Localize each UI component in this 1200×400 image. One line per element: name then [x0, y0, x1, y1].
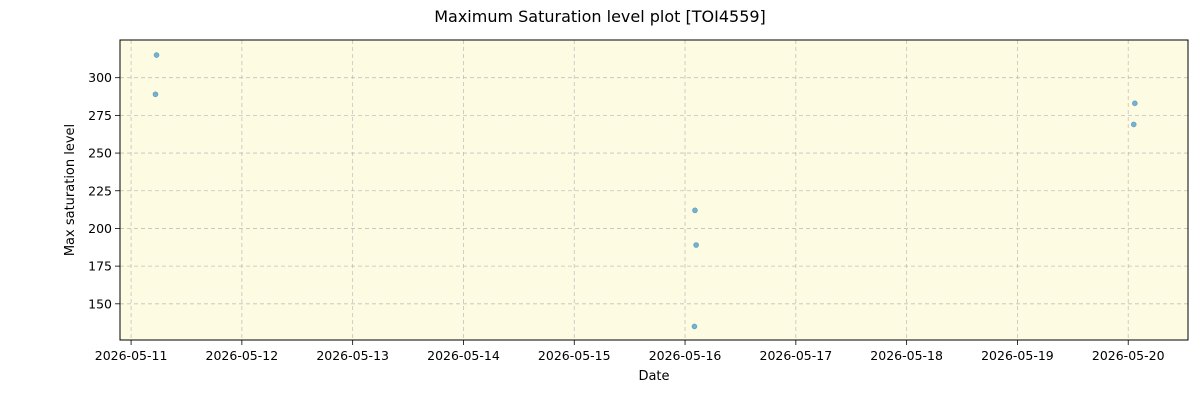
- x-tick-label: 2026-05-17: [760, 348, 833, 363]
- grid-lines: [120, 40, 1188, 340]
- y-tick-label: 300: [88, 70, 112, 85]
- chart-title: Maximum Saturation level plot [TOI4559]: [434, 7, 766, 26]
- data-point: [691, 323, 698, 330]
- data-points: [152, 52, 1138, 330]
- x-axis-ticks: 2026-05-11 2026-05-12 2026-05-13 2026-05-14…: [95, 340, 1165, 363]
- y-tick-label: 200: [88, 221, 112, 236]
- data-point: [1130, 121, 1137, 128]
- x-tick-label: 2026-05-16: [649, 348, 722, 363]
- x-tick-label: 2026-05-13: [316, 348, 389, 363]
- x-tick-label: 2026-05-12: [206, 348, 279, 363]
- x-tick-label: 2026-05-19: [981, 348, 1054, 363]
- y-tick-label: 250: [88, 146, 112, 161]
- y-axis-label: Max saturation level: [63, 124, 78, 256]
- y-tick-label: 225: [88, 183, 112, 198]
- data-point: [1132, 100, 1138, 107]
- x-tick-label: 2026-05-15: [538, 348, 611, 363]
- y-tick-label: 275: [88, 108, 112, 123]
- data-point: [153, 52, 160, 58]
- plot-background: [120, 40, 1188, 340]
- data-point: [692, 207, 698, 214]
- x-tick-label: 2026-05-20: [1092, 348, 1165, 363]
- x-axis-label: Date: [638, 369, 669, 384]
- plot-frame: [119, 39, 1189, 341]
- x-tick-label: 2026-05-14: [427, 348, 500, 363]
- x-tick-label: 2026-05-11: [95, 348, 168, 363]
- y-tick-label: 175: [88, 259, 112, 274]
- y-axis-ticks: 150 175 200 225 250 275 300: [88, 70, 120, 311]
- data-point: [693, 242, 699, 248]
- x-tick-label: 2026-05-18: [870, 348, 943, 363]
- data-point: [152, 91, 159, 98]
- y-tick-label: 150: [88, 296, 112, 311]
